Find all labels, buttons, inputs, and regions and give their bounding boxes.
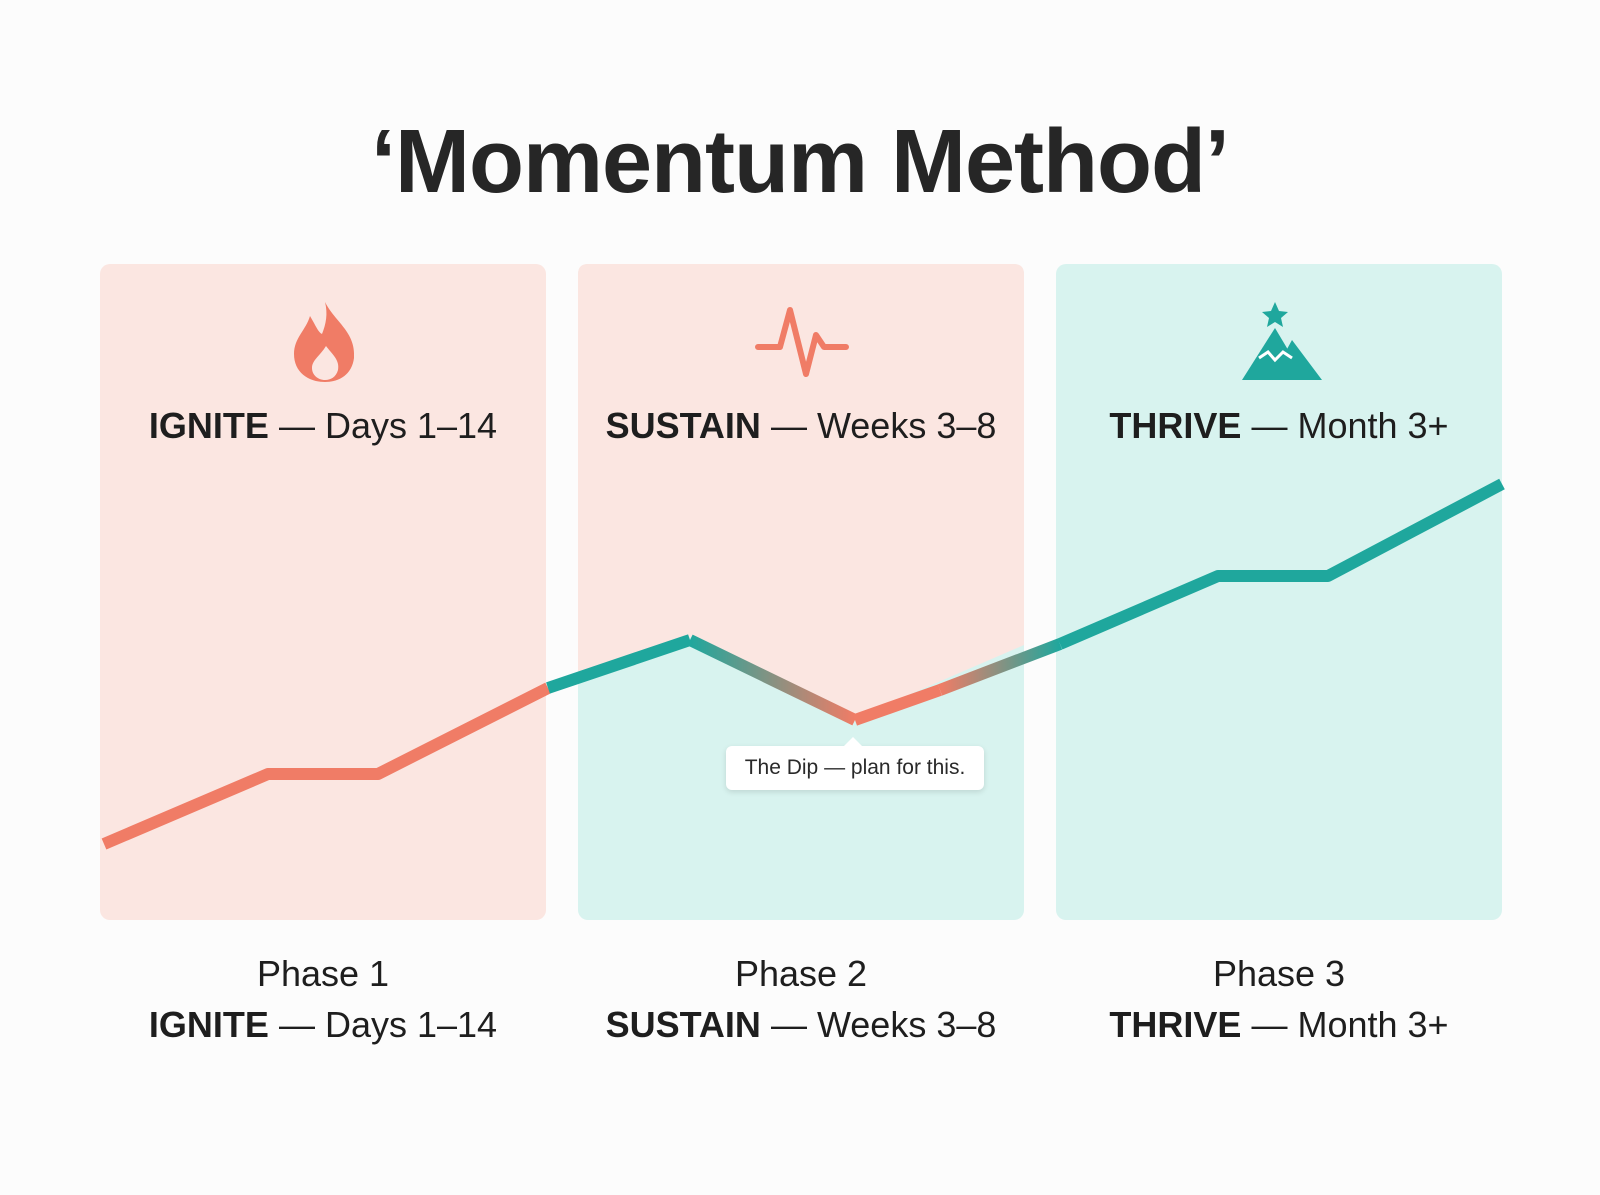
dip-callout: The Dip — plan for this. <box>726 737 984 790</box>
phase-caption-2: Phase 2 SUSTAIN — Weeks 3–8 <box>578 948 1024 1050</box>
phase-number: Phase 2 <box>734 953 868 994</box>
panel-thrive <box>1056 264 1502 920</box>
panel-ignite <box>100 264 546 920</box>
phase-number: Phase 1 <box>256 953 390 994</box>
phase-number: Phase 3 <box>1212 953 1346 994</box>
momentum-line <box>101 478 1505 850</box>
phase-description: SUSTAIN — Weeks 3–8 <box>605 1004 997 1045</box>
phase-caption-3: Phase 3 THRIVE — Month 3+ <box>1056 948 1502 1050</box>
panel-label-sustain: SUSTAIN — Weeks 3–8 <box>605 405 997 446</box>
panel-label-ignite: IGNITE — Days 1–14 <box>148 405 498 446</box>
diagram-title: ‘Momentum Method’ <box>371 112 1230 212</box>
heartbeat-icon <box>755 307 849 377</box>
panel-label-thrive: THRIVE — Month 3+ <box>1109 405 1449 446</box>
mountain-star-icon <box>1242 302 1322 380</box>
phase-caption-1: Phase 1 IGNITE — Days 1–14 <box>100 948 546 1050</box>
phase-description: THRIVE — Month 3+ <box>1109 1004 1449 1045</box>
phase-description: IGNITE — Days 1–14 <box>148 1004 498 1045</box>
flame-icon <box>294 302 355 382</box>
